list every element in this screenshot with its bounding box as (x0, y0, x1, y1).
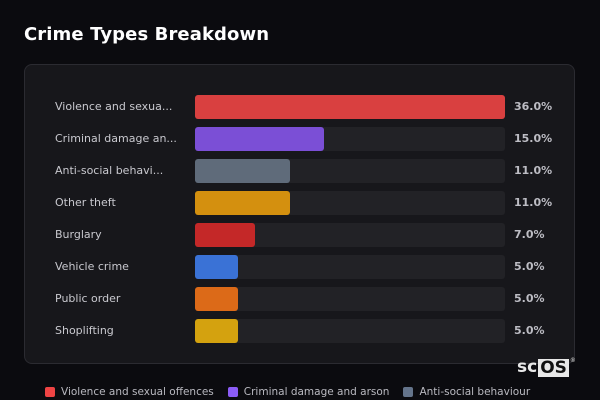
legend-swatch-icon (227, 387, 238, 397)
chart-legend: Violence and sexual offences Criminal dam… (45, 386, 530, 398)
bar-fill[interactable] (195, 255, 238, 279)
bar-row: Shoplifting 5.0% (25, 319, 574, 343)
legend-swatch-icon (403, 387, 414, 397)
legend-swatch-icon (45, 387, 55, 397)
bar-value-label: 15.0% (514, 132, 553, 145)
bar-track (195, 159, 505, 183)
bar-track (195, 223, 505, 247)
bar-track (195, 191, 505, 215)
chart-card: Violence and sexua... 36.0% Criminal damag… (24, 64, 575, 364)
bar-track (195, 127, 505, 151)
bar-row: Criminal damage an... 15.0% (25, 127, 574, 151)
bar-track (195, 255, 505, 279)
bar-row: Public order 5.0% (25, 287, 574, 311)
bar-value-label: 5.0% (514, 260, 545, 273)
bar-track (195, 95, 505, 119)
bar-fill[interactable] (195, 127, 324, 151)
bar-fill[interactable] (195, 191, 290, 215)
legend-item[interactable]: Criminal damage and arson (227, 386, 390, 398)
bar-fill[interactable] (195, 287, 238, 311)
bar-track (195, 319, 505, 343)
bar-row: Vehicle crime 5.0% (25, 255, 574, 279)
bar-fill[interactable] (195, 319, 238, 343)
bar-value-label: 7.0% (514, 228, 545, 241)
registered-mark: ® (569, 357, 576, 364)
legend-item[interactable]: Violence and sexual offences (45, 386, 214, 398)
bar-row: Anti-social behavi... 11.0% (25, 159, 574, 183)
bar-label: Vehicle crime (55, 260, 129, 273)
legend-label: Criminal damage and arson (243, 386, 390, 398)
bar-label: Anti-social behavi... (55, 164, 164, 177)
legend-label: Violence and sexual offences (61, 386, 214, 398)
bar-fill[interactable] (195, 223, 255, 247)
bar-value-label: 11.0% (514, 164, 553, 177)
bar-value-label: 11.0% (514, 196, 553, 209)
bar-label: Public order (55, 292, 121, 305)
bar-label: Burglary (55, 228, 102, 241)
chart-title: Crime Types Breakdown (24, 24, 270, 45)
bar-label: Shoplifting (55, 324, 114, 337)
bar-fill[interactable] (195, 95, 505, 119)
legend-item[interactable]: Anti-social behaviour (403, 386, 530, 398)
bar-value-label: 5.0% (514, 292, 545, 305)
bar-label: Other theft (55, 196, 116, 209)
bar-label: Violence and sexua... (55, 100, 173, 113)
legend-label: Anti-social behaviour (419, 386, 531, 398)
scos-watermark: sc OS ® (517, 357, 576, 377)
bar-row: Burglary 7.0% (25, 223, 574, 247)
bar-label: Criminal damage an... (55, 132, 177, 145)
bar-track (195, 287, 505, 311)
bar-row: Violence and sexua... 36.0% (25, 95, 574, 119)
bar-value-label: 5.0% (514, 324, 545, 337)
bar-fill[interactable] (195, 159, 290, 183)
bar-row: Other theft 11.0% (25, 191, 574, 215)
watermark-prefix: sc (517, 357, 538, 377)
watermark-boxed: OS (538, 358, 569, 378)
bar-value-label: 36.0% (514, 100, 553, 113)
